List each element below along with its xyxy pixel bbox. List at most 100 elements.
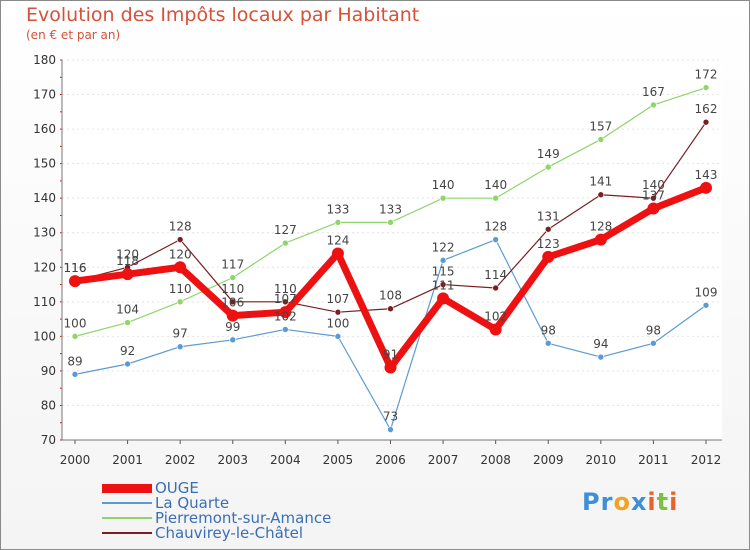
chart-subtitle: (en € et par an) [26,28,121,42]
data-point [334,333,342,340]
data-point [544,163,552,171]
data-point [650,101,657,109]
data-label: 172 [695,68,718,82]
x-tick-label: 2009 [533,453,564,467]
y-tick-label: 100 [33,329,56,343]
logo-letter: P [582,488,601,516]
data-label: 110 [221,282,244,296]
x-tick-label: 2000 [60,453,91,467]
data-label: 131 [537,209,560,223]
data-label: 102 [484,309,507,323]
data-label: 100 [326,316,349,330]
data-label: 94 [593,337,608,351]
proxiti-logo: Proxiti [582,488,678,516]
data-point [439,257,447,264]
data-point [282,239,289,247]
data-label: 120 [116,247,139,261]
data-label: 140 [642,178,665,192]
data-point [229,336,237,344]
y-tick-label: 150 [33,157,56,171]
data-point [594,233,607,246]
data-point [439,281,447,288]
data-label: 128 [589,220,612,234]
plot-area [62,60,722,440]
data-label: 133 [326,202,349,216]
data-label: 108 [379,289,402,303]
data-label: 110 [274,282,297,296]
data-point [597,353,605,361]
legend-swatch [102,483,152,493]
y-tick-label: 140 [33,191,56,205]
y-tick-label: 130 [33,226,56,240]
data-point [282,326,289,333]
data-label: 92 [120,344,135,358]
legend-label: OUGE [155,479,199,497]
x-tick-label: 2001 [112,453,143,467]
y-tick-label: 170 [33,88,56,102]
logo-letter: r [600,488,614,516]
data-label: 140 [484,178,507,192]
x-tick-label: 2003 [217,453,248,467]
data-label: 111 [432,278,455,292]
data-point [69,275,81,288]
x-tick-label: 2004 [270,453,301,467]
data-point [387,219,394,226]
y-tick-label: 80 [41,398,56,412]
data-point [387,426,394,433]
data-point [124,360,131,368]
data-label: 137 [642,189,665,203]
data-label: 149 [537,147,560,161]
data-label: 100 [64,316,87,330]
data-point [437,292,450,305]
y-tick-label: 160 [33,122,56,136]
data-label: 133 [379,202,402,216]
legend-label: Chauvirey-le-Châtel [155,524,304,542]
data-point [331,247,344,260]
data-point [229,274,237,281]
data-label: 116 [64,261,87,275]
data-point [544,225,552,233]
y-tick-label: 90 [41,364,56,378]
data-point [702,301,710,309]
y-tick-label: 70 [41,433,56,447]
chart-title: Evolution des Impôts locaux par Habitant [26,4,420,26]
data-point [124,319,131,326]
logo-letter: t [656,488,670,516]
data-point [492,194,499,202]
data-label: 123 [537,237,560,251]
data-label: 99 [225,320,240,334]
logo-letter: i [669,488,679,516]
x-tick-label: 2012 [691,453,722,467]
data-label: 98 [646,323,661,337]
data-label: 141 [589,175,612,189]
data-label: 143 [695,168,718,182]
data-point [544,339,552,347]
data-label: 97 [173,327,188,341]
data-label: 116 [64,261,87,275]
x-tick-label: 2008 [480,453,511,467]
x-tick-label: 2002 [165,453,196,467]
legend-label: Pierremont-sur-Amance [155,509,332,527]
data-point [492,284,499,292]
data-point [489,323,502,336]
data-label: 118 [116,254,139,268]
data-label: 89 [67,354,82,368]
data-label: 73 [383,410,398,424]
data-label: 162 [695,102,718,116]
data-point [279,306,292,319]
data-label: 140 [432,178,455,192]
data-label: 109 [695,285,718,299]
data-label: 128 [169,220,192,234]
data-point [439,194,447,202]
data-label: 117 [221,258,244,272]
data-point [176,343,184,351]
data-label: 104 [116,303,139,317]
data-label: 114 [484,268,507,282]
data-point [176,298,184,306]
x-tick-label: 2010 [586,453,617,467]
data-label: 110 [169,282,192,296]
data-label: 107 [326,292,349,306]
data-point [492,236,499,243]
x-tick-label: 2006 [375,453,406,467]
